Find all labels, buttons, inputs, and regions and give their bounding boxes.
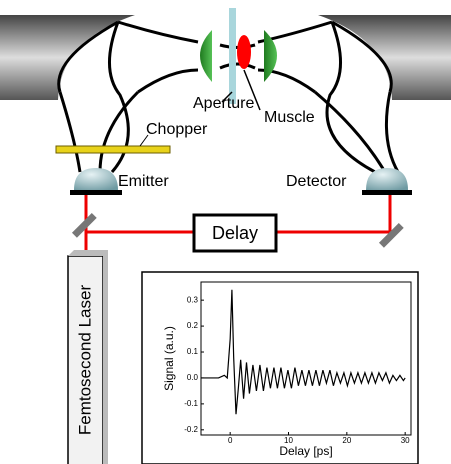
laser-box-side	[68, 250, 108, 464]
y-tick-label: 0.1	[187, 347, 199, 356]
plot: 0.3 0.2 0.1 0.0 -0.1 -0.2 0 10 20 30 Delay [ps] Sig…	[162, 281, 412, 458]
fold-mirror	[71, 212, 97, 238]
label: Detector	[286, 173, 347, 190]
pointer	[139, 134, 149, 147]
fold-mirror	[378, 222, 404, 248]
label: Emitter	[118, 173, 169, 190]
emitter-base	[70, 190, 122, 195]
signal-line	[201, 289, 406, 415]
plot-frame	[200, 281, 412, 436]
label: Delay	[212, 223, 258, 243]
emitter	[74, 168, 118, 190]
label: Chopper	[146, 121, 208, 138]
aperture	[229, 8, 236, 104]
label: Aperture	[193, 95, 254, 112]
detector-base	[362, 190, 412, 195]
mirror-right	[318, 15, 451, 100]
y-tick-label: -0.1	[184, 399, 198, 408]
label: Muscle	[264, 109, 315, 126]
y-tick-label: -0.2	[184, 425, 198, 434]
x-axis-label: Delay [ps]	[279, 444, 332, 458]
x-tick-label: 30	[401, 436, 410, 445]
y-tick-label: 0.2	[187, 321, 199, 330]
x-tick-label: 20	[342, 436, 351, 445]
pointer	[221, 91, 233, 103]
chopper	[55, 145, 171, 154]
y-tick-label: 0.3	[187, 295, 199, 304]
inset	[141, 271, 419, 464]
x-tick-label: 0	[228, 436, 233, 445]
muscle	[237, 35, 251, 69]
mirror-left	[0, 15, 135, 100]
lens-right	[264, 30, 277, 82]
pointer	[243, 69, 261, 111]
label: Femtosecond Laser	[75, 285, 94, 436]
detector	[366, 168, 408, 190]
y-axis-label: Signal (a.u.)	[162, 326, 176, 391]
delay-box	[192, 213, 278, 253]
lens-left	[200, 30, 212, 82]
x-tick-label: 10	[284, 436, 293, 445]
y-tick-label: 0.0	[187, 373, 199, 382]
